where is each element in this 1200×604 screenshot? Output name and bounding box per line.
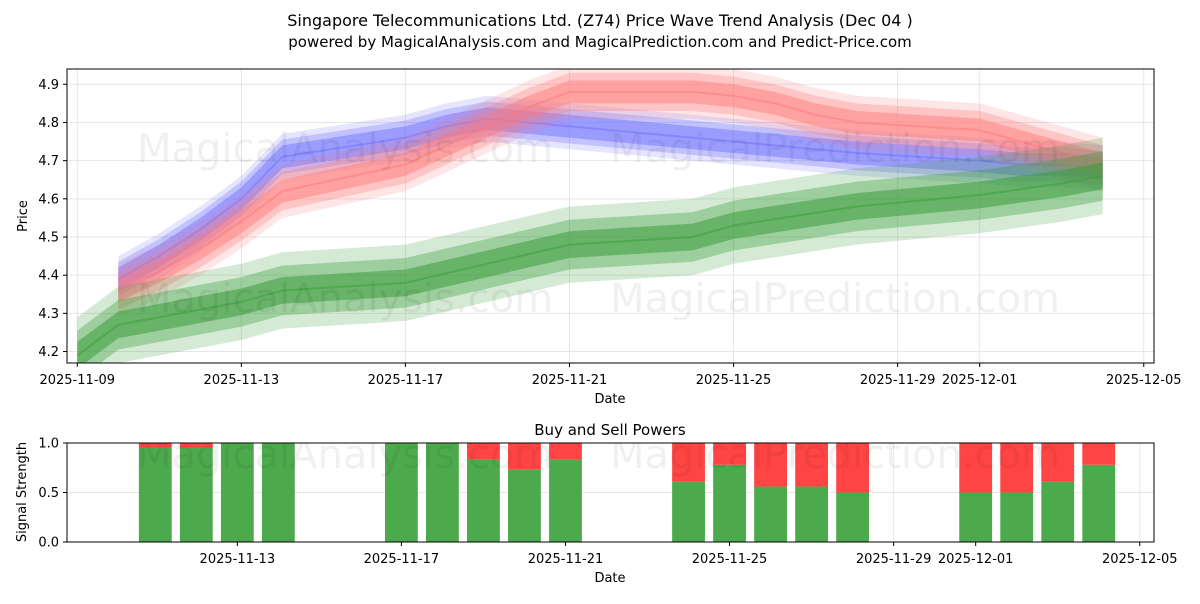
sell-bar	[713, 443, 746, 465]
red-wave-band-1	[118, 72, 1103, 310]
price-wave-chart: MagicalAnalysis.com MagicalPrediction.co…	[16, 68, 1182, 407]
signal-y-tick-label: 0.5	[38, 486, 59, 501]
buy-sell-chart-title: Buy and Sell Powers	[534, 421, 686, 439]
buy-bar	[138, 447, 172, 542]
buy-bar	[1041, 481, 1075, 542]
buy-bar	[836, 492, 870, 542]
buy-bar	[467, 459, 500, 542]
buy-bar	[179, 447, 213, 542]
price-x-tick-label: 2025-12-01	[942, 373, 1018, 388]
sell-bar	[1041, 443, 1075, 482]
buy-bar	[261, 443, 295, 542]
sell-bar	[549, 443, 582, 460]
buy-bar	[672, 481, 705, 542]
price-y-tick-label: 4.6	[38, 192, 59, 207]
price-axes-frame	[66, 68, 1155, 364]
signal-x-tick-label: 2025-11-25	[692, 552, 768, 567]
sell-bar	[754, 443, 787, 487]
watermark-text: MagicalAnalysis.com	[137, 276, 553, 322]
price-grid	[67, 69, 1154, 363]
price-x-tick-label: 2025-12-05	[1106, 373, 1182, 388]
blue-wave-band-2	[118, 95, 1103, 302]
price-y-tick-label: 4.4	[38, 269, 59, 284]
watermark-text: MagicalAnalysis.com	[137, 126, 553, 172]
buy-bar	[220, 443, 254, 542]
signal-y-axis-label: Signal Strength	[15, 442, 30, 542]
sell-bar	[795, 443, 829, 487]
signal-x-tick-label: 2025-11-21	[528, 552, 604, 567]
sell-bar	[836, 443, 870, 493]
signal-bars	[138, 443, 1116, 542]
signal-y-tick-label: 0.0	[38, 536, 59, 551]
signal-x-axis-label: Date	[594, 571, 625, 586]
buy-bar	[384, 443, 418, 542]
sell-bar	[179, 443, 213, 448]
chart-title-line-1: Singapore Telecommunications Ltd. (Z74) …	[287, 11, 913, 30]
price-y-tick-label: 4.5	[38, 231, 59, 246]
watermark-text: MagicalAnalysis.com	[137, 432, 553, 478]
red-wave-band-0	[118, 80, 1103, 302]
red-wave-line	[117, 90, 1103, 292]
watermark-text: MagicalPrediction.com	[610, 126, 1060, 172]
price-x-tick-label: 2025-11-09	[39, 373, 115, 388]
red-wave-band-2	[118, 69, 1103, 318]
buy-bar	[795, 486, 829, 542]
price-y-tick-label: 4.2	[38, 345, 59, 360]
buy-bar	[754, 486, 787, 542]
watermark-text: MagicalPrediction.com	[610, 276, 1060, 322]
buy-bar	[508, 469, 541, 542]
buy-bar	[1082, 464, 1116, 542]
watermark-text: MagicalPrediction.com	[610, 432, 1060, 478]
buy-sell-power-chart: Buy and Sell Powers MagicalAnalysis.com …	[15, 421, 1178, 586]
price-y-tick-label: 4.8	[38, 116, 59, 131]
buy-bar	[426, 443, 459, 542]
signal-x-tick-label: 2025-11-13	[200, 552, 276, 567]
buy-bar	[549, 459, 582, 542]
price-y-tick-label: 4.7	[38, 154, 59, 169]
price-x-tick-label: 2025-11-21	[532, 373, 608, 388]
buy-bar	[713, 464, 746, 542]
buy-bar	[1000, 492, 1034, 542]
price-y-axis-label: Price	[16, 200, 31, 232]
sell-bar	[1000, 443, 1034, 493]
buy-bar	[959, 492, 993, 542]
sell-bar	[138, 443, 172, 448]
price-y-tick-label: 4.3	[38, 307, 59, 322]
sell-bar	[508, 443, 541, 470]
blue-wave-line	[117, 117, 1103, 280]
price-watermarks: MagicalAnalysis.com MagicalPrediction.co…	[137, 126, 1060, 322]
price-x-tick-label: 2025-11-25	[696, 373, 772, 388]
blue-wave-band-1	[118, 101, 1103, 297]
sell-bar	[1082, 443, 1116, 465]
sell-bar	[467, 443, 500, 460]
price-x-tick-label: 2025-11-13	[204, 373, 280, 388]
price-x-tick-label: 2025-11-29	[860, 373, 936, 388]
price-ticks: 4.2 4.3 4.4 4.5 4.6 4.7 4.8 4.9 2025-11-09 2025-1…	[38, 78, 1181, 388]
signal-x-tick-label: 2025-11-17	[364, 552, 440, 567]
green-wave-line	[76, 174, 1103, 357]
signal-y-tick-label: 1.0	[38, 437, 59, 452]
price-x-axis-label: Date	[594, 392, 625, 407]
signal-ticks: 0.0 0.5 1.0 2025-11-13 2025-11-17 2025-11-21 2…	[38, 437, 1177, 568]
green-wave-band-0	[77, 162, 1103, 363]
signal-watermarks: MagicalAnalysis.com MagicalPrediction.co…	[137, 432, 1060, 478]
price-y-tick-label: 4.9	[38, 78, 59, 93]
price-x-tick-label: 2025-11-17	[368, 373, 444, 388]
price-bands	[76, 69, 1103, 363]
signal-x-tick-label: 2025-12-01	[938, 552, 1014, 567]
sell-bar	[672, 443, 705, 482]
sell-bar	[959, 443, 993, 493]
signal-x-tick-label: 2025-11-29	[856, 552, 932, 567]
signal-x-tick-label: 2025-12-05	[1102, 552, 1178, 567]
chart-title-line-2: powered by MagicalAnalysis.com and Magic…	[288, 33, 912, 51]
